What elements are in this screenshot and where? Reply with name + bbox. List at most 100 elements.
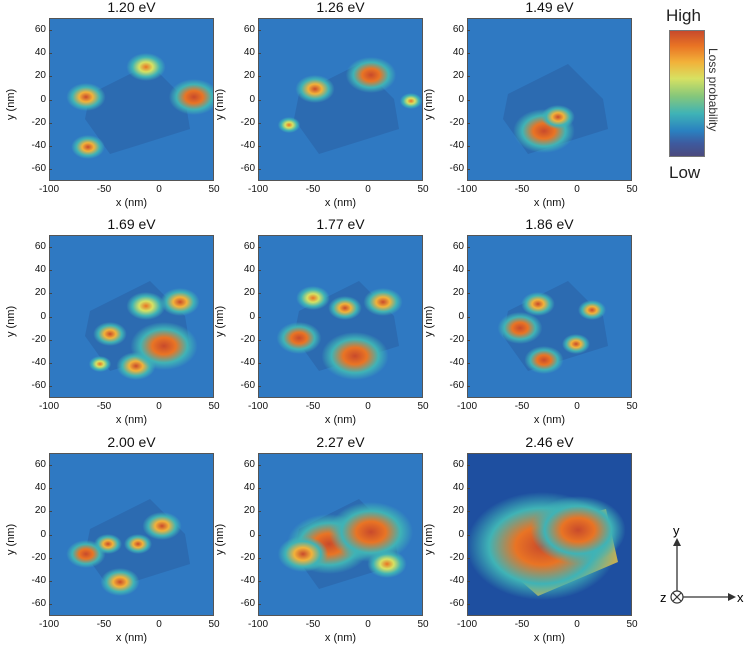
y-tick-label: 20 — [34, 505, 46, 517]
axis-z-label: z — [660, 590, 667, 605]
y-tick-label: -20 — [240, 116, 255, 128]
y-tick-mark — [258, 604, 261, 606]
heatmap-panel: 1.86 eV 60 40 20 0 -20 -40 -60 -100 -50 0 50 x (nm) y… — [420, 216, 638, 432]
y-tick-label: -40 — [31, 357, 46, 369]
heatmap-plot-area — [467, 18, 632, 181]
y-tick-label: 40 — [452, 481, 464, 493]
y-tick-label: 40 — [243, 263, 255, 275]
loss-hotspot — [497, 312, 543, 344]
x-tick-label: 0 — [574, 401, 580, 412]
y-tick-mark — [467, 487, 470, 489]
y-tick-label: -60 — [240, 598, 255, 610]
loss-hotspot — [296, 286, 330, 310]
x-tick-label: -100 — [456, 401, 477, 412]
x-axis-label: x (nm) — [324, 414, 357, 426]
y-tick-label: -40 — [240, 357, 255, 369]
y-tick-label: -40 — [449, 357, 464, 369]
x-tick-label: 50 — [626, 184, 638, 195]
y-tick-label: -60 — [449, 380, 464, 392]
y-tick-label: 40 — [34, 481, 46, 493]
panel-title: 1.69 eV — [107, 216, 156, 232]
y-tick-label: -60 — [31, 598, 46, 610]
y-tick-label: 60 — [452, 240, 464, 252]
loss-hotspot — [277, 536, 329, 572]
y-tick-mark — [258, 52, 261, 54]
loss-hotspot — [168, 79, 213, 115]
y-tick-mark — [49, 604, 52, 606]
y-tick-mark — [467, 246, 470, 248]
x-tick-label: 0 — [365, 619, 371, 630]
y-tick-mark — [467, 339, 470, 341]
x-tick-label: 50 — [626, 401, 638, 412]
y-tick-label: -60 — [31, 380, 46, 392]
loss-hotspot — [277, 117, 301, 133]
loss-hotspot — [578, 300, 606, 320]
y-tick-mark — [49, 487, 52, 489]
y-tick-mark — [49, 581, 52, 583]
y-tick-label: -20 — [449, 116, 464, 128]
heatmap-plot-area — [258, 235, 423, 398]
loss-hotspot — [295, 75, 335, 103]
y-tick-mark — [49, 464, 52, 466]
y-tick-mark — [467, 386, 470, 388]
loss-hotspot — [160, 288, 200, 316]
x-tick-label: -100 — [38, 401, 59, 412]
y-tick-mark — [258, 169, 261, 171]
y-tick-mark — [258, 246, 261, 248]
y-tick-label: 60 — [452, 23, 464, 35]
y-axis-label: y (nm) — [5, 88, 17, 120]
y-tick-label: 60 — [34, 458, 46, 470]
loss-hotspot — [93, 322, 127, 346]
y-tick-label: 60 — [34, 23, 46, 35]
heatmap-panel: 2.27 eV 60 40 20 0 -20 -40 -60 -100 -50 0 50 x (nm) y… — [211, 434, 429, 650]
heatmap-panel: 1.69 eV 60 40 20 0 -20 -40 -60 -100 -50 0 50 x (nm) y… — [2, 216, 220, 432]
x-tick-label: 0 — [365, 184, 371, 195]
x-tick-label: -100 — [38, 184, 59, 195]
panel-title: 1.26 eV — [316, 0, 365, 15]
y-tick-mark — [258, 269, 261, 271]
y-tick-label: -60 — [240, 380, 255, 392]
x-tick-label: -100 — [38, 619, 59, 630]
loss-hotspot — [321, 332, 389, 380]
heatmap-plot-area — [49, 18, 214, 181]
x-tick-label: -100 — [456, 184, 477, 195]
y-tick-label: -60 — [31, 163, 46, 175]
y-tick-mark — [258, 557, 261, 559]
y-tick-mark — [467, 363, 470, 365]
loss-hotspot — [541, 105, 575, 129]
y-tick-mark — [467, 604, 470, 606]
loss-hotspot — [521, 292, 555, 316]
y-tick-label: -40 — [240, 140, 255, 152]
y-tick-mark — [467, 534, 470, 536]
colorbar-high-label: High — [666, 6, 701, 25]
x-tick-label: -50 — [96, 619, 112, 630]
y-tick-label: 20 — [452, 70, 464, 82]
loss-hotspot — [71, 135, 105, 159]
y-tick-label: 40 — [243, 481, 255, 493]
x-tick-label: 0 — [574, 619, 580, 630]
axis-x-label: x — [737, 590, 744, 605]
y-tick-label: 20 — [243, 287, 255, 299]
y-tick-mark — [258, 76, 261, 78]
panel-title: 2.46 eV — [525, 434, 574, 450]
loss-hotspot — [562, 334, 590, 354]
loss-hotspot — [367, 550, 407, 578]
y-tick-mark — [258, 122, 261, 124]
y-tick-label: 0 — [40, 528, 46, 540]
loss-hotspot — [345, 57, 397, 93]
y-tick-mark — [467, 316, 470, 318]
heatmap-background — [468, 19, 631, 180]
heatmap-panel: 2.46 eV 60 40 20 0 -20 -40 -60 -100 -50 0 50 x (nm) y… — [420, 434, 638, 650]
y-tick-mark — [49, 557, 52, 559]
y-tick-mark — [467, 76, 470, 78]
x-tick-label: 50 — [626, 619, 638, 630]
x-tick-label: -50 — [305, 619, 321, 630]
x-tick-label: 50 — [417, 619, 429, 630]
x-tick-label: -50 — [96, 184, 112, 195]
y-tick-label: 20 — [34, 70, 46, 82]
x-tick-label: -50 — [514, 619, 530, 630]
loss-hotspot — [142, 512, 182, 540]
heatmap-panel: 2.00 eV 60 40 20 0 -20 -40 -60 -100 -50 0 50 x (nm) y… — [2, 434, 220, 650]
y-tick-mark — [467, 511, 470, 513]
y-tick-label: -40 — [449, 575, 464, 587]
